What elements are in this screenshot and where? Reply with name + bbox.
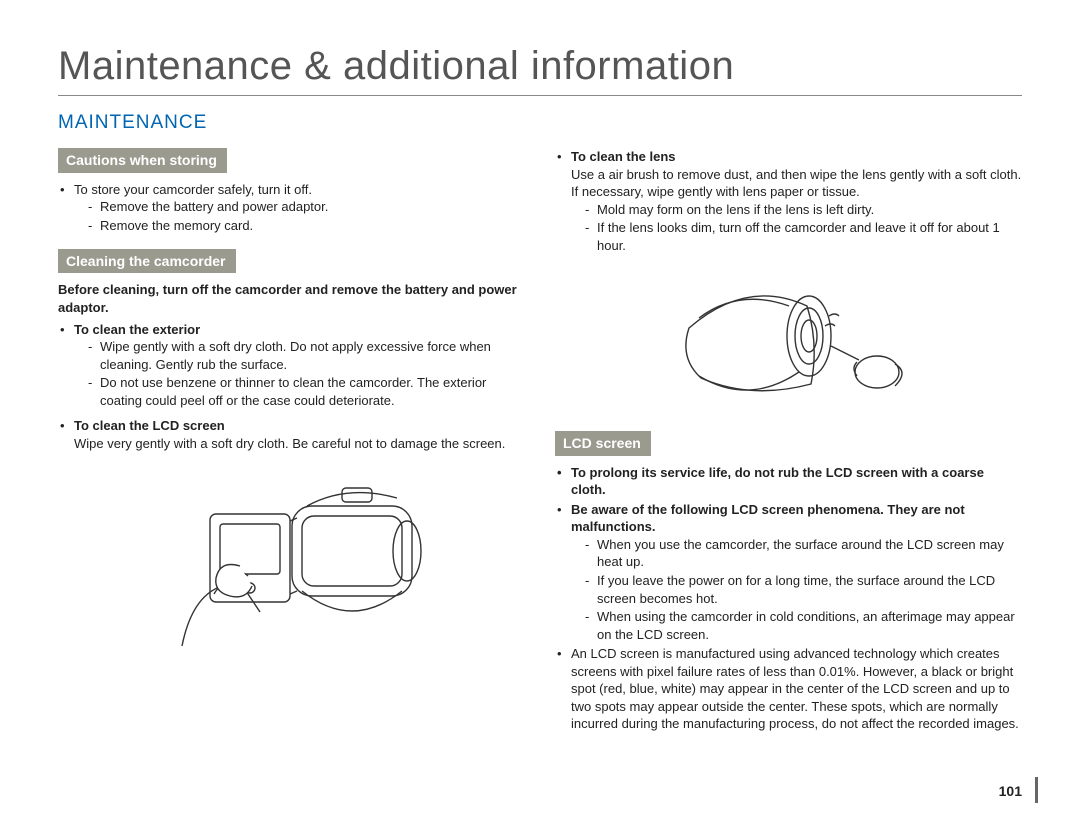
page-number: 101 bbox=[999, 783, 1022, 799]
bullet-text: An LCD screen is manufactured using adva… bbox=[557, 645, 1022, 733]
bullet: To clean the exterior Wipe gently with a… bbox=[60, 321, 525, 410]
bullet-text: To prolong its service life, do not rub … bbox=[557, 464, 1022, 499]
camcorder-lcd-icon bbox=[152, 466, 432, 656]
lens-text1: Use a air brush to remove dust, and then… bbox=[571, 167, 1021, 182]
lens-heading: To clean the lens bbox=[571, 149, 676, 164]
dash-text: Mold may form on the lens if the lens is… bbox=[585, 201, 1022, 219]
lcd-clean-text: Wipe very gently with a soft dry cloth. … bbox=[74, 436, 505, 451]
left-column: Cautions when storing To store your camc… bbox=[58, 148, 525, 747]
cleaning-intro: Before cleaning, turn off the camcorder … bbox=[58, 281, 525, 316]
section-heading: MAINTENANCE bbox=[58, 112, 1022, 134]
camcorder-lens-icon bbox=[659, 268, 919, 418]
dash-text: Remove the memory card. bbox=[88, 217, 525, 235]
content-columns: Cautions when storing To store your camc… bbox=[58, 148, 1022, 747]
bullet-text: Be aware of the following LCD screen phe… bbox=[571, 502, 965, 535]
lens-block: To clean the lens Use a air brush to rem… bbox=[555, 148, 1022, 254]
camcorder-lcd-illustration bbox=[58, 466, 525, 661]
dash-text: Wipe gently with a soft dry cloth. Do no… bbox=[88, 338, 525, 373]
dash-text: Do not use benzene or thinner to clean t… bbox=[88, 374, 525, 409]
dash-text: If you leave the power on for a long tim… bbox=[585, 572, 1022, 607]
dash-text: If the lens looks dim, turn off the camc… bbox=[585, 219, 1022, 254]
bullet: Be aware of the following LCD screen phe… bbox=[557, 501, 1022, 643]
dash-text: When you use the camcorder, the surface … bbox=[585, 536, 1022, 571]
title-divider bbox=[58, 95, 1022, 96]
lcd-block: LCD screen To prolong its service life, … bbox=[555, 431, 1022, 733]
cleaning-heading: Cleaning the camcorder bbox=[58, 249, 236, 274]
dash-text: Remove the battery and power adaptor. bbox=[88, 198, 525, 216]
bullet: To store your camcorder safely, turn it … bbox=[60, 181, 525, 235]
dash-text: When using the camcorder in cold conditi… bbox=[585, 608, 1022, 643]
page-number-bar bbox=[1035, 777, 1038, 803]
page-title: Maintenance & additional information bbox=[58, 44, 1022, 89]
cautions-heading: Cautions when storing bbox=[58, 148, 227, 173]
bullet-text: To store your camcorder safely, turn it … bbox=[74, 182, 312, 197]
lcd-heading: LCD screen bbox=[555, 431, 651, 456]
lcd-clean-heading: To clean the LCD screen bbox=[74, 418, 225, 433]
exterior-heading: To clean the exterior bbox=[74, 322, 200, 337]
bullet: To clean the LCD screen Wipe very gently… bbox=[60, 417, 525, 452]
camcorder-lens-illustration bbox=[555, 268, 1022, 423]
cleaning-block: Cleaning the camcorder Before cleaning, … bbox=[58, 249, 525, 453]
right-column: To clean the lens Use a air brush to rem… bbox=[555, 148, 1022, 747]
lens-text2: If necessary, wipe gently with lens pape… bbox=[571, 184, 860, 199]
cautions-block: Cautions when storing To store your camc… bbox=[58, 148, 525, 235]
bullet: To clean the lens Use a air brush to rem… bbox=[557, 148, 1022, 254]
